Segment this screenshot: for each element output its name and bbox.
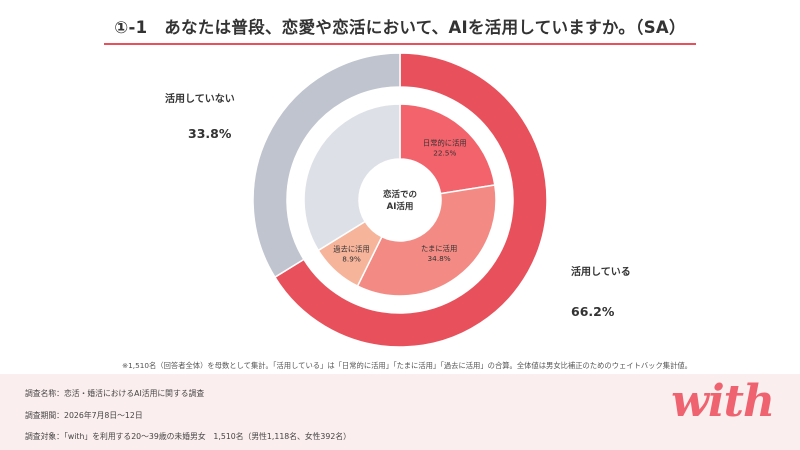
page-title: ①-1 あなたは普段、恋愛や恋活において、AIを活用していますか。（SA） bbox=[104, 14, 696, 45]
outer-label-using-value: 66.2% bbox=[571, 304, 615, 319]
title-area: ①-1 あなたは普段、恋愛や恋活において、AIを活用していますか。（SA） bbox=[0, 14, 800, 45]
outer-slice-not-using bbox=[252, 52, 401, 279]
outer-label-using-name: 活用している bbox=[571, 265, 631, 278]
footnote: ※1,510名（回答者全体）を母数として集計。「活用している」は「日常的に活用」… bbox=[122, 361, 692, 370]
inner-slice-sometimes-value: 34.8% bbox=[428, 254, 451, 263]
outer-slice-using bbox=[273, 52, 548, 348]
with-logo: with bbox=[671, 376, 775, 427]
inner-slice-past-value: 8.9% bbox=[342, 254, 361, 263]
survey-name: 調査名称：恋活・婚活におけるAI活用に関する調査 bbox=[25, 389, 205, 398]
inner-slice-sometimes-name: たまに活用 bbox=[421, 244, 457, 253]
inner-ring bbox=[303, 103, 497, 297]
survey-period: 調査期間：2026年7月8日〜12日 bbox=[25, 411, 143, 420]
center-hole bbox=[359, 159, 441, 241]
outer-label-not-using-value: 33.8% bbox=[188, 126, 232, 141]
survey-target: 調査対象：「with」を利用する20〜39歳の未婚男女 1,510名（男性1,1… bbox=[25, 432, 351, 441]
inner-slice-daily-value: 22.5% bbox=[433, 149, 456, 158]
outer-ring bbox=[252, 52, 548, 348]
inner-slice-past-name: 過去に活用 bbox=[333, 244, 369, 253]
footer: 調査名称：恋活・婚活におけるAI活用に関する調査 調査期間：2026年7月8日〜… bbox=[0, 374, 800, 450]
center-label-line-1: 恋活での bbox=[383, 189, 417, 200]
inner-slice-daily-name: 日常的に活用 bbox=[423, 139, 467, 148]
center-label-line-2: AI活用 bbox=[387, 201, 414, 212]
inner-slice-not-using bbox=[303, 103, 401, 252]
outer-label-not-using-name: 活用していない bbox=[165, 92, 235, 105]
